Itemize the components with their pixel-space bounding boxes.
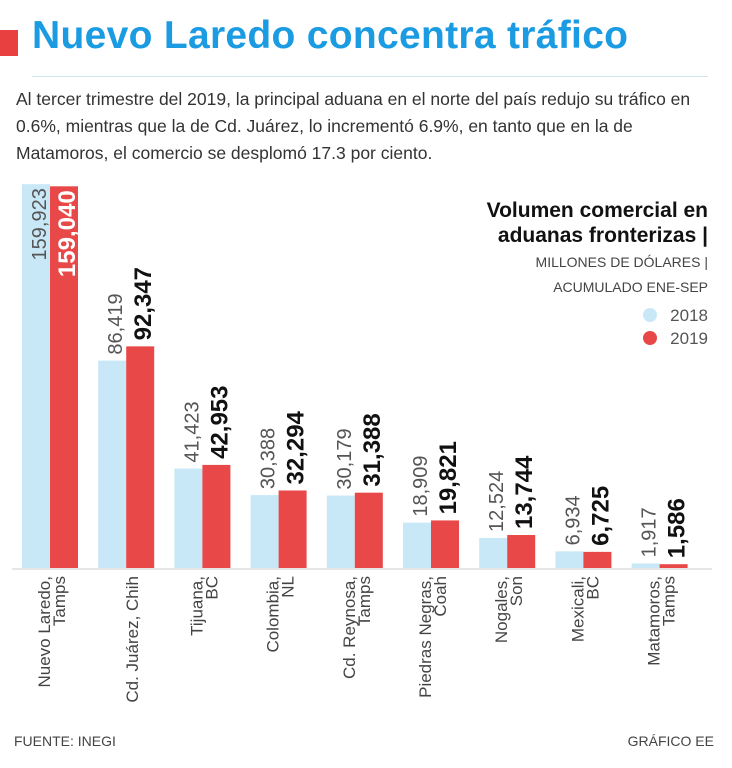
- legend-label-2019: 2019: [670, 329, 708, 348]
- bar-2018: [403, 522, 431, 568]
- legend-title-line1: Volumen comercial en: [487, 199, 708, 222]
- bar-2018: [631, 563, 660, 568]
- legend-label-2018: 2018: [670, 306, 708, 325]
- bar-2018: [174, 468, 203, 568]
- value-label-2018: 30,388: [258, 428, 280, 489]
- title-accent-bar: [0, 30, 18, 56]
- category-label: Tijuana,: [187, 576, 206, 636]
- value-label-2019: 92,347: [130, 267, 157, 340]
- category-label: Tamps: [50, 576, 69, 626]
- bar-2019: [659, 564, 688, 568]
- category-label: Mexicali,: [568, 576, 587, 642]
- value-label-2019: 31,388: [359, 413, 386, 486]
- legend-title-line2: aduanas fronterizas |: [498, 224, 708, 247]
- legend-swatch-2018: [643, 308, 657, 322]
- bar-2019: [431, 520, 459, 568]
- bar-2018: [555, 551, 584, 568]
- category-label: Cd. Juárez, Chih: [123, 576, 142, 703]
- category-label: BC: [202, 576, 221, 600]
- category-label: Piedras Negras,: [416, 576, 435, 698]
- value-label-2018: 86,419: [105, 293, 127, 354]
- legend: Volumen comercial en aduanas fronterizas…: [487, 199, 708, 348]
- category-label: Tamps: [660, 576, 679, 626]
- category-label: Tamps: [355, 576, 374, 626]
- bar-2019: [126, 346, 155, 568]
- category-label: Nuevo Laredo,: [35, 576, 54, 688]
- value-label-2018: 6,934: [562, 495, 584, 545]
- value-label-2018: 41,423: [181, 401, 203, 462]
- category-label: NL: [279, 576, 298, 598]
- category-label: Son: [507, 576, 526, 606]
- intro-text: Al tercer trimestre del 2019, la princip…: [16, 89, 691, 163]
- value-label-2019: 19,821: [435, 441, 462, 514]
- bar-2019: [583, 551, 612, 568]
- legend-unit: MILLONES DE DÓLARES |: [536, 254, 708, 270]
- bar-2018: [22, 184, 50, 568]
- value-label-2019: 1,586: [664, 498, 691, 558]
- bar-2019: [507, 535, 536, 568]
- category-label: Nogales,: [492, 576, 511, 643]
- value-label-2018: 30,179: [334, 428, 356, 489]
- bar-2018: [326, 495, 355, 568]
- bar-2019: [278, 490, 307, 568]
- value-label-2019: 32,294: [283, 410, 310, 484]
- bar-2018: [479, 537, 508, 568]
- value-label-2018: 12,524: [486, 471, 508, 532]
- credit-note: GRÁFICO EE: [627, 733, 714, 749]
- legend-period: ACUMULADO ENE-SEP: [553, 279, 708, 295]
- bar-2019: [354, 492, 383, 568]
- value-label-2019: 6,725: [587, 486, 614, 546]
- legend-swatch-2019: [643, 331, 657, 345]
- value-label-2019: 13,744: [511, 455, 538, 529]
- category-label: Cd. Reynosa,: [340, 576, 359, 679]
- title-divider: [32, 76, 708, 77]
- category-label: Coah: [431, 576, 450, 617]
- source-note: FUENTE: INEGI: [14, 733, 116, 749]
- value-label-2018: 18,909: [410, 455, 432, 516]
- bar-2018: [250, 495, 279, 568]
- value-label-2019: 42,953: [206, 386, 233, 459]
- value-label-2018: 159,923: [29, 188, 51, 260]
- page-title: Nuevo Laredo concentra tráfico: [32, 14, 629, 57]
- category-label: BC: [583, 576, 602, 600]
- bar-2018: [98, 360, 127, 568]
- value-label-2018: 1,917: [639, 507, 661, 557]
- bar-2019: [202, 464, 231, 568]
- bar-2019: [50, 186, 78, 568]
- category-label: Colombia,: [264, 576, 283, 653]
- category-label: Matamoros,: [645, 576, 664, 666]
- value-label-2019: 159,040: [54, 190, 81, 277]
